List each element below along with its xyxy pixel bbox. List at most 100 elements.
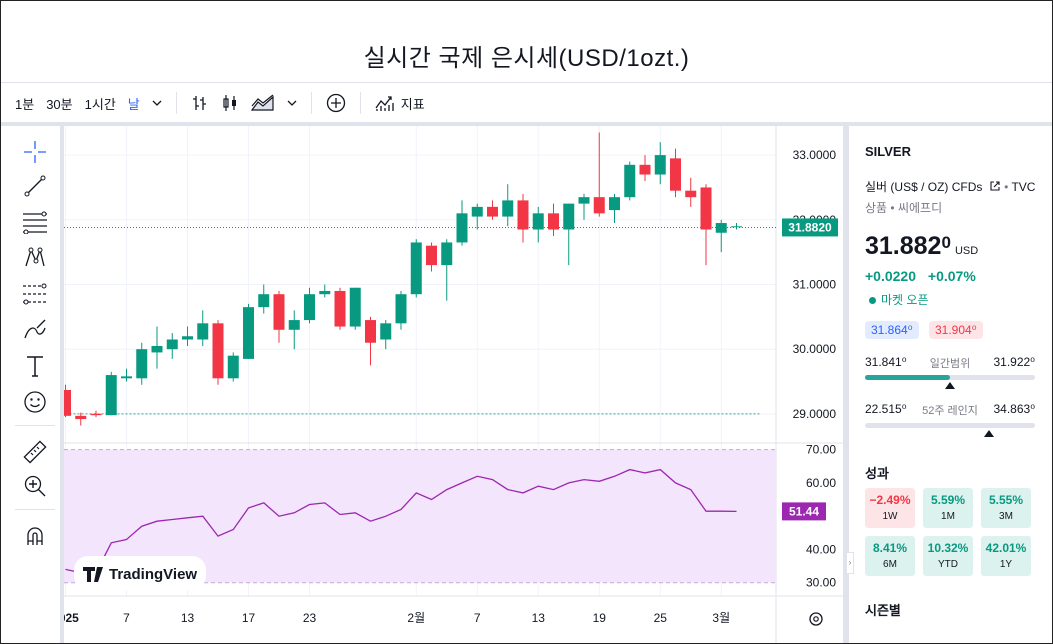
time-tick-label: 2025	[64, 611, 79, 625]
performance-value: 10.32%	[927, 541, 969, 555]
area-chart-type-icon[interactable]	[245, 94, 281, 112]
candle-body	[426, 245, 437, 266]
candle-body	[380, 323, 392, 340]
bar-chart-type-icon[interactable]	[185, 94, 215, 112]
candle-body	[517, 200, 529, 230]
logo-mark	[83, 567, 95, 582]
compare-plus-icon[interactable]	[320, 93, 352, 113]
last-price-label: 31.8820	[788, 220, 832, 234]
performance-value: 5.55%	[988, 493, 1024, 507]
crosshair-icon[interactable]	[21, 138, 49, 166]
external-link-icon[interactable]	[989, 180, 1001, 192]
candle-body	[471, 206, 483, 217]
rsi-last-label: 51.44	[789, 504, 819, 518]
gear-ring	[809, 612, 823, 626]
toolbar-separator	[310, 92, 312, 114]
price-chart[interactable]: 33.000032.000031.000030.000029.000031.88…	[52, 126, 844, 643]
candle-body	[395, 294, 407, 324]
performance-value: 8.41%	[872, 541, 908, 555]
zoom-in-icon[interactable]	[21, 472, 49, 500]
indicators-button[interactable]: 지표	[369, 94, 431, 113]
candle-chart-type-icon[interactable]	[215, 94, 245, 112]
day-range-label: 일간범위	[929, 358, 971, 370]
trend-line-icon[interactable]	[21, 172, 49, 200]
chart-type-dropdown-chevron-icon[interactable]	[281, 100, 303, 106]
candle-body	[609, 197, 620, 211]
candle-body	[197, 323, 209, 340]
performance-tile-1m[interactable]: 5.59% 1M	[923, 488, 973, 528]
watermark-background	[74, 556, 206, 590]
candle-body	[105, 375, 117, 416]
fib-retracement-icon[interactable]	[21, 208, 49, 236]
description-text: 실버 (US$ / OZ) CFDs	[865, 180, 983, 194]
currency: USD	[954, 245, 979, 257]
performance-tile-6m[interactable]: 8.41% 6M	[865, 536, 915, 576]
time-tick-label: 23	[303, 611, 317, 625]
performance-period: 6M	[883, 559, 897, 570]
symbol-category: 상품 • 씨에프디	[865, 201, 943, 215]
rsi-tick-label: 70.00	[806, 443, 836, 457]
candle-body	[502, 200, 514, 217]
tradingview-logo-icon	[83, 567, 103, 582]
performance-tile-ytd[interactable]: 10.32% YTD	[923, 536, 973, 576]
time-tick-label: 3월	[712, 611, 730, 625]
change-percent: +0.07%	[927, 268, 976, 284]
ask-price: 31.904⁰	[929, 321, 983, 339]
last-price: 31.8820 USD	[865, 232, 978, 261]
long-position-icon[interactable]	[21, 280, 49, 308]
time-tick-label: 2월	[407, 611, 425, 625]
candle-body	[365, 320, 376, 343]
performance-title: 성과	[865, 466, 889, 481]
collapse-panel-button[interactable]: ›	[846, 552, 854, 574]
year-range-marker-icon	[984, 430, 995, 437]
toolbar-border	[1, 122, 1052, 126]
candle-body	[258, 294, 270, 308]
tool-separator	[15, 425, 55, 426]
symbol-info-panel: SILVER 실버 (US$ / OZ) CFDs • TVC 상품 • 씨에프…	[849, 126, 1051, 643]
candle-body	[60, 389, 71, 416]
performance-tile-1w[interactable]: −2.49% 1W	[865, 488, 915, 528]
candle-body	[456, 213, 468, 243]
day-range-row: 31.841⁰ 일간범위 31.922⁰	[865, 355, 1035, 371]
candle-body	[288, 320, 300, 330]
candle-body	[624, 164, 636, 198]
rsi-tick-label: 30.00	[806, 576, 836, 590]
brush-icon[interactable]	[21, 316, 49, 344]
emoji-icon[interactable]	[21, 388, 49, 416]
candle-body	[243, 307, 254, 359]
interval-1h[interactable]: 1시간	[84, 96, 116, 112]
candle-body	[212, 323, 224, 379]
interval-1d[interactable]: 날	[127, 96, 140, 112]
candle-body	[578, 197, 590, 204]
price-main: 31.882	[865, 232, 942, 260]
performance-value: 5.59%	[930, 493, 966, 507]
pattern-icon[interactable]	[21, 244, 49, 272]
year-high: 34.863⁰	[993, 402, 1035, 416]
magnet-icon[interactable]	[21, 522, 49, 550]
candle-body	[685, 190, 697, 198]
time-tick-label: 17	[242, 611, 256, 625]
candle-body	[90, 413, 102, 416]
interval-dropdown-chevron-icon[interactable]	[146, 100, 168, 106]
chart-area[interactable]: 33.000032.000031.000030.000029.000031.88…	[52, 126, 844, 643]
candle-body	[563, 203, 575, 230]
interval-30m[interactable]: 30분	[46, 96, 73, 112]
price-tick-label: 30.0000	[793, 342, 837, 356]
interval-1m[interactable]: 1분	[15, 96, 35, 112]
market-status-text: 마켓 오픈	[881, 293, 929, 307]
candles-group	[60, 132, 742, 426]
day-range-fill	[865, 375, 950, 380]
time-tick-label: 13	[532, 611, 546, 625]
performance-value: 42.01%	[985, 541, 1027, 555]
candle-body	[670, 158, 681, 191]
performance-tile-1y[interactable]: 42.01% 1Y	[981, 536, 1031, 576]
ruler-icon[interactable]	[21, 438, 49, 466]
candle-body	[136, 349, 148, 379]
text-icon[interactable]	[21, 352, 49, 380]
symbol-description: 실버 (US$ / OZ) CFDs • TVC	[865, 180, 1036, 194]
chart-settings-gear-icon[interactable]	[809, 612, 823, 626]
candle-body	[532, 213, 544, 230]
candle-body	[151, 345, 163, 353]
seasonals-title: 시즌별	[865, 603, 901, 618]
performance-tile-3m[interactable]: 5.55% 3M	[981, 488, 1031, 528]
